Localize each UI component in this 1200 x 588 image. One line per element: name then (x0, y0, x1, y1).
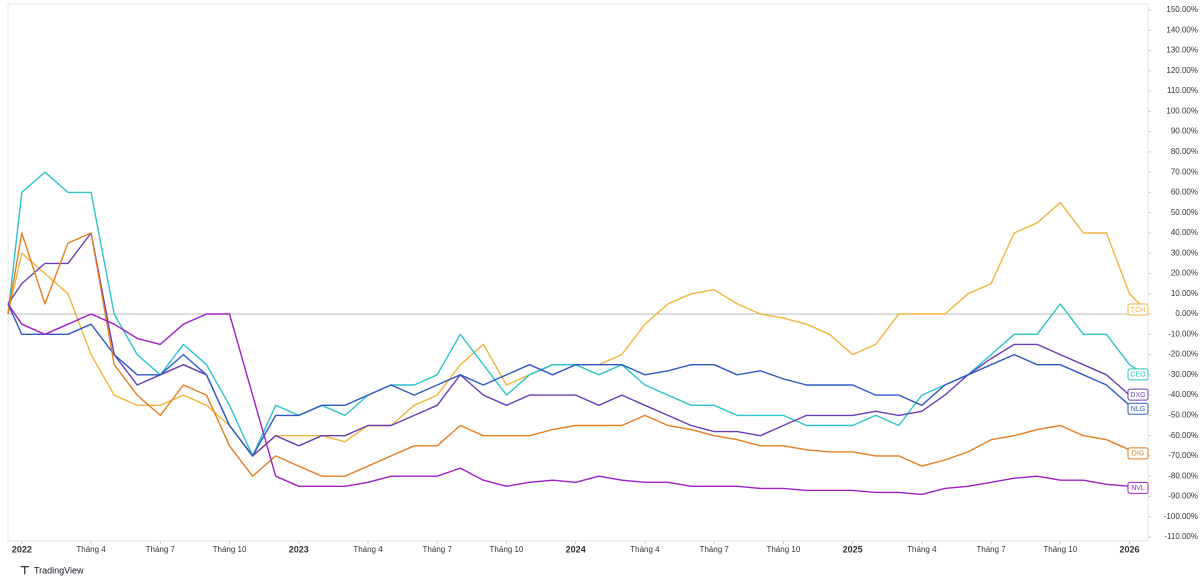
x-tick-label: 2025 (843, 544, 863, 554)
series-line (7, 303, 1146, 496)
x-tick-label: Tháng 7 (976, 545, 1006, 554)
y-tick-label: 100.00% (1166, 106, 1198, 115)
series-line (7, 232, 1146, 457)
x-tick-label: Tháng 4 (353, 545, 383, 554)
watermark: TradingView (34, 565, 84, 575)
series-end-box (1127, 303, 1149, 316)
y-tick-label: -20.00% (1168, 350, 1198, 359)
series-line (7, 232, 1146, 477)
y-tick-label: -60.00% (1168, 431, 1198, 440)
y-tick-label: 130.00% (1166, 46, 1198, 55)
x-tick-label: Tháng 10 (766, 545, 800, 554)
x-tick-label: 2024 (566, 544, 586, 554)
series-end-label: DXG (1130, 392, 1145, 399)
x-tick-label: Tháng 4 (630, 545, 660, 554)
y-tick-label: 40.00% (1171, 228, 1198, 237)
x-tick-label: Tháng 7 (146, 545, 176, 554)
y-tick-label: 20.00% (1171, 269, 1198, 278)
series-end-box (1127, 368, 1149, 381)
y-tick-label: 10.00% (1171, 289, 1198, 298)
series-line (7, 303, 1146, 457)
y-tick-label: 60.00% (1171, 188, 1198, 197)
y-tick-label: 30.00% (1171, 248, 1198, 257)
y-tick-label: 0.00% (1175, 309, 1198, 318)
x-tick-label: 2023 (289, 544, 309, 554)
x-tick-label: 2026 (1120, 544, 1140, 554)
x-tick-label: Tháng 10 (1043, 545, 1077, 554)
y-tick-label: -100.00% (1164, 512, 1198, 521)
x-tick-label: Tháng 10 (490, 545, 524, 554)
y-tick-label: -70.00% (1168, 451, 1198, 460)
series-end-label: NVL (1131, 485, 1145, 492)
series-end-box (1127, 402, 1149, 415)
series-end-box (1127, 388, 1149, 401)
y-tick-label: -10.00% (1168, 329, 1198, 338)
y-tick-label: 140.00% (1166, 25, 1198, 34)
series-end-label: TCH (1131, 307, 1145, 314)
series-end-box (1127, 481, 1149, 494)
y-tick-label: 70.00% (1171, 167, 1198, 176)
y-tick-label: -90.00% (1168, 492, 1198, 501)
x-tick-label: Tháng 7 (423, 545, 453, 554)
series-end-label: DIG (1132, 451, 1144, 458)
series-end-box (1127, 447, 1149, 460)
y-tick-label: 90.00% (1171, 127, 1198, 136)
y-tick-label: -40.00% (1168, 390, 1198, 399)
y-tick-label: 50.00% (1171, 208, 1198, 217)
x-tick-label: Tháng 10 (213, 545, 247, 554)
y-tick-label: 80.00% (1171, 147, 1198, 156)
y-tick-label: -80.00% (1168, 471, 1198, 480)
y-tick-label: 110.00% (1167, 86, 1198, 95)
y-tick-label: -50.00% (1168, 410, 1198, 419)
logo-mark: ⊤ (20, 565, 30, 577)
y-tick-label: -110.00% (1164, 532, 1198, 541)
plot-frame (7, 3, 1149, 542)
x-tick-label: Tháng 4 (76, 545, 106, 554)
x-tick-label: 2022 (12, 544, 32, 554)
x-tick-label: Tháng 4 (907, 545, 937, 554)
y-tick-label: -30.00% (1168, 370, 1198, 379)
x-tick-label: Tháng 7 (699, 545, 729, 554)
series-end-label: CEO (1130, 372, 1146, 379)
y-tick-label: 120.00% (1166, 66, 1198, 75)
y-tick-label: 150.00% (1166, 5, 1198, 14)
series-end-label: NLG (1131, 406, 1145, 413)
